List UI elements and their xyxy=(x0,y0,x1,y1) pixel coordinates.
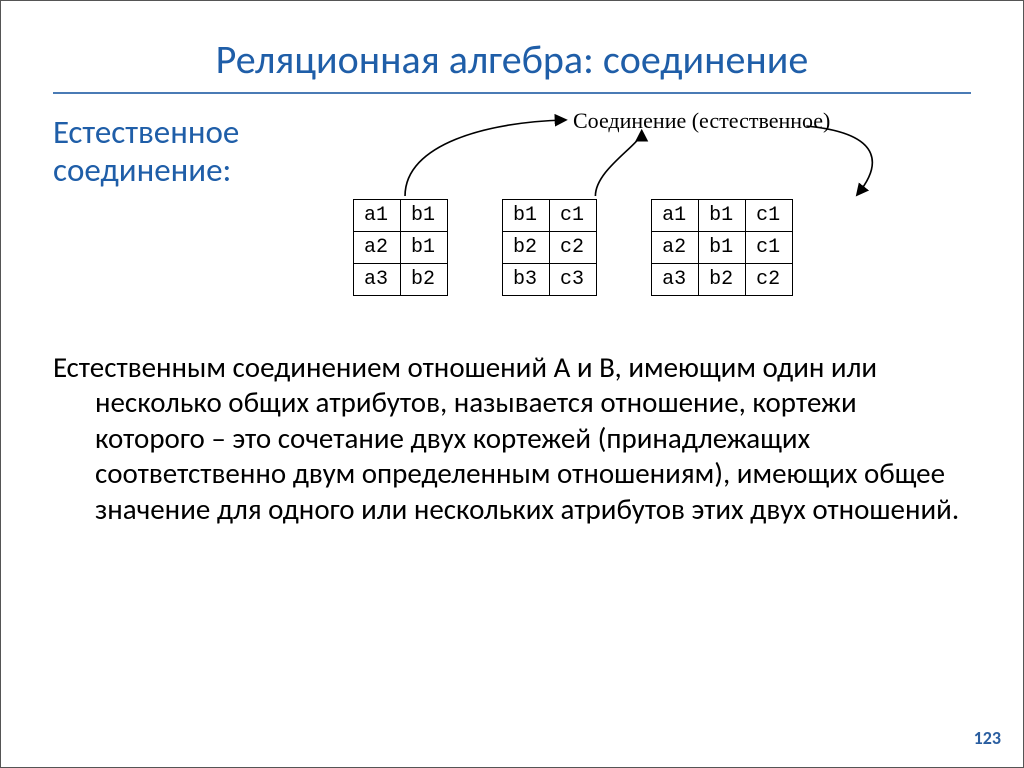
table-row: a3b2c2 xyxy=(652,264,793,296)
table-a: a1b1a2b1a3b2 xyxy=(353,199,448,296)
table-cell: a3 xyxy=(354,264,401,296)
table-cell: b1 xyxy=(503,200,550,232)
table-cell: c2 xyxy=(746,264,793,296)
table-cell: b1 xyxy=(699,200,746,232)
table-cell: a1 xyxy=(354,200,401,232)
table-row: a1b1 xyxy=(354,200,448,232)
table-cell: b2 xyxy=(699,264,746,296)
table-cell: a1 xyxy=(652,200,699,232)
table-cell: a2 xyxy=(652,232,699,264)
table-result: a1b1c1a2b1c1a3b2c2 xyxy=(651,199,793,296)
subheading: Естественное соединение: xyxy=(53,114,333,190)
table-row: a1b1c1 xyxy=(652,200,793,232)
table-row: b2c2 xyxy=(503,232,597,264)
page-number: 123 xyxy=(974,727,1001,749)
table-cell: a3 xyxy=(652,264,699,296)
table-cell: b1 xyxy=(699,232,746,264)
title-underline xyxy=(53,92,971,94)
slide: Реляционная алгебра: соединение Естестве… xyxy=(0,0,1024,768)
table-row: a3b2 xyxy=(354,264,448,296)
table-cell: b1 xyxy=(401,232,448,264)
table-cell: a2 xyxy=(354,232,401,264)
table-row: b1c1 xyxy=(503,200,597,232)
slide-title: Реляционная алгебра: соединение xyxy=(53,35,971,84)
table-cell: c1 xyxy=(746,200,793,232)
body-paragraph: Естественным соединением отношений A и B… xyxy=(53,350,971,527)
table-cell: b2 xyxy=(503,232,550,264)
table-cell: b3 xyxy=(503,264,550,296)
table-row: b3c3 xyxy=(503,264,597,296)
tables-row: a1b1a2b1a3b2 b1c1b2c2b3c3 a1b1c1a2b1c1a3… xyxy=(353,199,793,296)
top-row: Естественное соединение: Соединение (ест… xyxy=(53,114,971,344)
table-b: b1c1b2c2b3c3 xyxy=(502,199,597,296)
table-cell: b1 xyxy=(401,200,448,232)
table-row: a2b1 xyxy=(354,232,448,264)
table-cell: c1 xyxy=(746,232,793,264)
table-cell: b2 xyxy=(401,264,448,296)
table-row: a2b1c1 xyxy=(652,232,793,264)
table-cell: c1 xyxy=(550,200,597,232)
join-diagram: Соединение (естественное) a1b1a2b1a3b2 b… xyxy=(333,114,971,344)
table-cell: c3 xyxy=(550,264,597,296)
table-cell: c2 xyxy=(550,232,597,264)
